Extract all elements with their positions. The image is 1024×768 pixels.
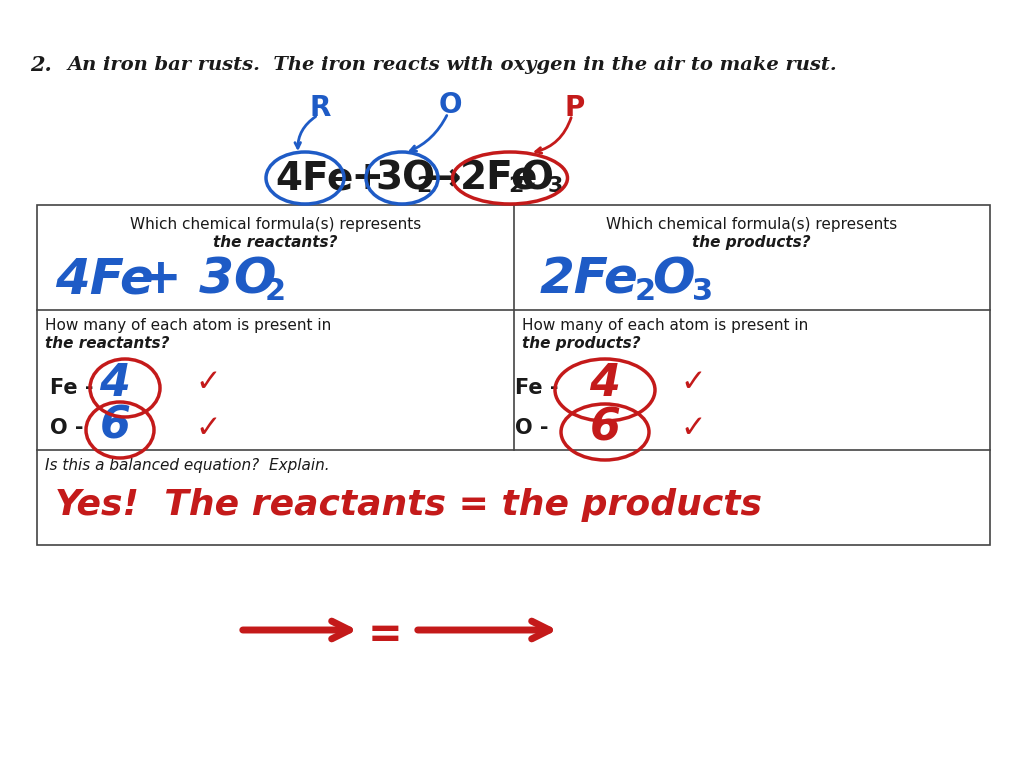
- Text: 3: 3: [548, 176, 563, 196]
- Text: +: +: [338, 159, 397, 197]
- Text: R: R: [309, 94, 331, 122]
- Text: 4Fe: 4Fe: [275, 159, 353, 197]
- Text: 4: 4: [590, 362, 621, 405]
- Text: the reactants?: the reactants?: [213, 235, 338, 250]
- Text: 4: 4: [99, 362, 130, 405]
- Text: the products?: the products?: [692, 235, 811, 250]
- Text: O: O: [520, 159, 553, 197]
- Text: O -: O -: [50, 418, 84, 438]
- Text: →: →: [429, 159, 462, 197]
- Text: ✓: ✓: [195, 369, 220, 398]
- Text: 2: 2: [635, 277, 656, 306]
- Text: 2: 2: [508, 176, 523, 196]
- Text: 3: 3: [692, 277, 713, 306]
- Text: the products?: the products?: [521, 336, 640, 351]
- Text: How many of each atom is present in: How many of each atom is present in: [521, 318, 808, 333]
- Text: 2Fe: 2Fe: [540, 256, 639, 304]
- Text: Which chemical formula(s) represents: Which chemical formula(s) represents: [130, 217, 421, 232]
- Text: 4Fe: 4Fe: [55, 256, 154, 304]
- Text: Fe -: Fe -: [50, 378, 93, 398]
- Text: 2.: 2.: [30, 55, 52, 75]
- Text: ✓: ✓: [195, 413, 220, 442]
- Text: An iron bar rusts.  The iron reacts with oxygen in the air to make rust.: An iron bar rusts. The iron reacts with …: [68, 56, 838, 74]
- Text: the reactants?: the reactants?: [45, 336, 170, 351]
- Text: 2: 2: [416, 176, 431, 196]
- Text: 6: 6: [99, 405, 130, 448]
- Text: + 3O: + 3O: [140, 256, 276, 304]
- Text: P: P: [565, 94, 585, 122]
- Text: ✓: ✓: [680, 413, 706, 442]
- Text: O: O: [652, 256, 694, 304]
- Text: O: O: [438, 91, 462, 119]
- Text: 2Fe: 2Fe: [460, 159, 539, 197]
- Bar: [37, 205, 990, 545]
- Text: =: =: [368, 614, 402, 656]
- Text: 2: 2: [265, 277, 286, 306]
- Text: 3O: 3O: [375, 159, 435, 197]
- Text: How many of each atom is present in: How many of each atom is present in: [45, 318, 331, 333]
- Text: ✓: ✓: [680, 369, 706, 398]
- Text: Fe -: Fe -: [515, 378, 558, 398]
- Text: Yes!  The reactants = the products: Yes! The reactants = the products: [55, 488, 762, 522]
- Text: Which chemical formula(s) represents: Which chemical formula(s) represents: [606, 217, 897, 232]
- Text: 6: 6: [590, 406, 621, 449]
- Text: Is this a balanced equation?  Explain.: Is this a balanced equation? Explain.: [45, 458, 330, 473]
- Text: O -: O -: [515, 418, 549, 438]
